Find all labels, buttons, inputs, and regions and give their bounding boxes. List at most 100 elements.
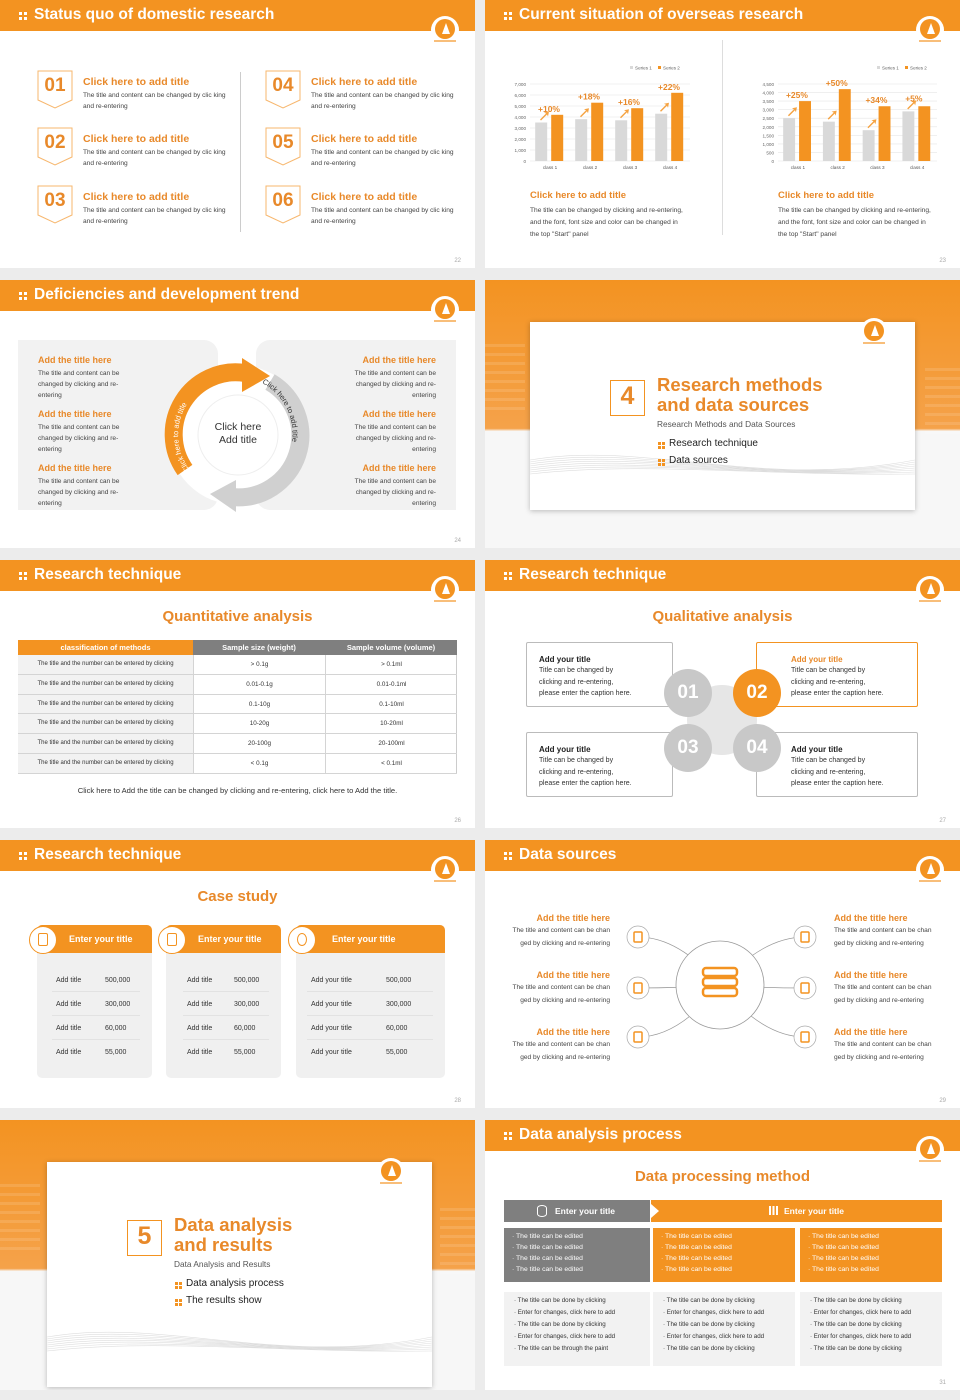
- case-card[interactable]: Enter your title Add title 500,000 Add titl…: [29, 925, 152, 1078]
- section-bullet[interactable]: The results show: [186, 1295, 262, 1306]
- mid-bullet-item[interactable]: · The title can be edited: [808, 1255, 879, 1262]
- block-title[interactable]: Add the title here: [834, 913, 908, 923]
- list-item[interactable]: 04 Click here to add title The title and c…: [265, 70, 465, 112]
- block-title[interactable]: Add the title here: [834, 970, 908, 980]
- table-cell[interactable]: > 0.1ml: [325, 655, 457, 675]
- table-cell[interactable]: The title and the number can be entered …: [18, 674, 193, 695]
- text-block-right[interactable]: Add the title here The title and content …: [834, 1027, 944, 1063]
- section-bullet[interactable]: Data analysis process: [186, 1278, 284, 1289]
- block-title[interactable]: Add the title here: [536, 1027, 610, 1037]
- item-title[interactable]: Click here to add title: [311, 191, 418, 203]
- slide-22[interactable]: Status quo of domestic research 22 01 Click…: [0, 0, 475, 268]
- mid-bullet-item[interactable]: · The title can be edited: [808, 1244, 879, 1251]
- bottom-bullet-item[interactable]: · The title can be done by clicking: [663, 1297, 755, 1304]
- bottom-bullet-item[interactable]: · The title can be done by clicking: [663, 1345, 755, 1352]
- text-block-left[interactable]: Add the title here The title and content …: [485, 1027, 610, 1063]
- text-block-left[interactable]: Add the title here The title and content …: [38, 463, 138, 509]
- block-title[interactable]: Add the title here: [536, 913, 610, 923]
- slide-23[interactable]: Current situation of overseas research 23…: [485, 0, 960, 268]
- item-title[interactable]: Click here to add title: [83, 133, 190, 145]
- mid-bullet-item[interactable]: · The title can be edited: [512, 1233, 583, 1240]
- table-cell[interactable]: The title and the number can be entered …: [18, 754, 193, 774]
- number-circle[interactable]: 04: [733, 724, 781, 772]
- card-title[interactable]: Enter your title: [198, 934, 262, 944]
- slide-28[interactable]: Research technique 28 Case study Enter your…: [0, 840, 475, 1108]
- case-card[interactable]: Enter your title Add your title 500,000 Add…: [288, 925, 445, 1078]
- item-title[interactable]: Click here to add title: [83, 191, 190, 203]
- mid-bullet-item[interactable]: · The title can be edited: [661, 1255, 732, 1262]
- table-cell[interactable]: < 0.1g: [193, 754, 325, 774]
- item-title[interactable]: Click here to add title: [311, 76, 418, 88]
- section-title-line2[interactable]: and data sources: [657, 394, 810, 415]
- list-item[interactable]: 06 Click here to add title The title and c…: [265, 185, 465, 227]
- bottom-bullet-item[interactable]: · The title can be done by clicking: [810, 1321, 902, 1328]
- list-item[interactable]: 05 Click here to add title The title and c…: [265, 127, 465, 169]
- slide-27[interactable]: Research technique 27 Qualitative analysis…: [485, 560, 960, 828]
- bottom-bullet-item[interactable]: · The title can be done by clicking: [663, 1321, 755, 1328]
- quad-box[interactable]: Add your title Title can be changed by cli…: [756, 732, 918, 797]
- text-block-left[interactable]: Add the title here The title and content …: [38, 355, 138, 401]
- slide-24[interactable]: Deficiencies and development trend 24 Add …: [0, 280, 475, 548]
- quad-box[interactable]: Add your title Title can be changed by cli…: [756, 642, 918, 707]
- bottom-bullet-item[interactable]: · The title can be done by clicking: [514, 1297, 606, 1304]
- table-cell[interactable]: > 0.1g: [193, 655, 325, 675]
- bottom-bullet-item[interactable]: · Enter for changes, click here to add: [810, 1309, 912, 1316]
- list-item[interactable]: 01 Click here to add title The title and c…: [37, 70, 237, 112]
- table-cell[interactable]: 10-20ml: [325, 714, 457, 735]
- bottom-bullet-item[interactable]: · The title can be done by clicking: [810, 1345, 902, 1352]
- block-title[interactable]: Add the title here: [362, 355, 436, 365]
- mid-bullet-item[interactable]: · The title can be edited: [512, 1266, 583, 1273]
- text-block-left[interactable]: Add the title here The title and content …: [38, 409, 138, 455]
- number-circle[interactable]: 03: [664, 724, 712, 772]
- panel-title[interactable]: Click here to add title: [778, 190, 875, 201]
- table-cell[interactable]: 10-20g: [193, 714, 325, 735]
- bottom-bullet-item[interactable]: · Enter for changes, click here to add: [514, 1333, 616, 1340]
- slide-31[interactable]: Data analysis process 31 Data processing m…: [485, 1120, 960, 1390]
- bottom-bullet-item[interactable]: · The title can be done by clicking: [514, 1321, 606, 1328]
- block-title[interactable]: Add the title here: [38, 355, 112, 365]
- block-title[interactable]: Add the title here: [536, 970, 610, 980]
- block-title[interactable]: Add the title here: [834, 1027, 908, 1037]
- bottom-bullet-item[interactable]: · The title can be done by clicking: [810, 1297, 902, 1304]
- bottom-bullet-item[interactable]: · Enter for changes, click here to add: [663, 1333, 765, 1340]
- number-circle[interactable]: 01: [664, 669, 712, 717]
- block-title[interactable]: Add the title here: [362, 409, 436, 419]
- orange-header-title[interactable]: Enter your title: [784, 1206, 844, 1216]
- mid-bullet-item[interactable]: · The title can be edited: [808, 1233, 879, 1240]
- section-bullet[interactable]: Data sources: [669, 455, 728, 466]
- section-title-line1[interactable]: Research methods: [657, 374, 823, 395]
- text-block-right[interactable]: Add the title here The title and content …: [336, 463, 436, 509]
- block-title[interactable]: Add the title here: [38, 409, 112, 419]
- item-title[interactable]: Click here to add title: [311, 133, 418, 145]
- text-block-right[interactable]: Add the title here The title and content …: [336, 355, 436, 401]
- mid-bullet-item[interactable]: · The title can be edited: [661, 1233, 732, 1240]
- quad-box[interactable]: Add your title Title can be changed by cli…: [526, 642, 673, 707]
- table-cell[interactable]: The title and the number can be entered …: [18, 694, 193, 715]
- text-block-right[interactable]: Add the title here The title and content …: [834, 913, 944, 949]
- list-item[interactable]: 03 Click here to add title The title and c…: [37, 185, 237, 227]
- mid-bullet-item[interactable]: · The title can be edited: [661, 1266, 732, 1273]
- number-circle[interactable]: 02: [733, 669, 781, 717]
- section-bullet[interactable]: Research technique: [669, 438, 758, 449]
- list-item[interactable]: 02 Click here to add title The title and c…: [37, 127, 237, 169]
- bottom-bullet-item[interactable]: · Enter for changes, click here to add: [514, 1309, 616, 1316]
- panel-title[interactable]: Click here to add title: [530, 190, 627, 201]
- text-block-right[interactable]: Add the title here The title and content …: [336, 409, 436, 455]
- text-block-left[interactable]: Add the title here The title and content …: [485, 970, 610, 1006]
- table-cell[interactable]: 0.01-0.1g: [193, 674, 325, 695]
- quad-box[interactable]: Add your title Title can be changed by cli…: [526, 732, 673, 797]
- table-cell[interactable]: 20-100g: [193, 734, 325, 754]
- slide-29[interactable]: Data sources 29 Add the title here The titl…: [485, 840, 960, 1108]
- mid-bullet-item[interactable]: · The title can be edited: [808, 1266, 879, 1273]
- text-block-right[interactable]: Add the title here The title and content …: [834, 970, 944, 1006]
- card-title[interactable]: Enter your title: [332, 934, 396, 944]
- table-cell[interactable]: < 0.1ml: [325, 754, 457, 774]
- text-block-left[interactable]: Add the title here The title and content …: [485, 913, 610, 949]
- section-title-line2[interactable]: and results: [174, 1234, 273, 1255]
- table-cell[interactable]: The title and the number can be entered …: [18, 655, 193, 675]
- case-card[interactable]: Enter your title Add title 500,000 Add titl…: [158, 925, 281, 1078]
- table-cell[interactable]: 0.01-0.1ml: [325, 674, 457, 695]
- table-cell[interactable]: 0.1-10ml: [325, 694, 457, 715]
